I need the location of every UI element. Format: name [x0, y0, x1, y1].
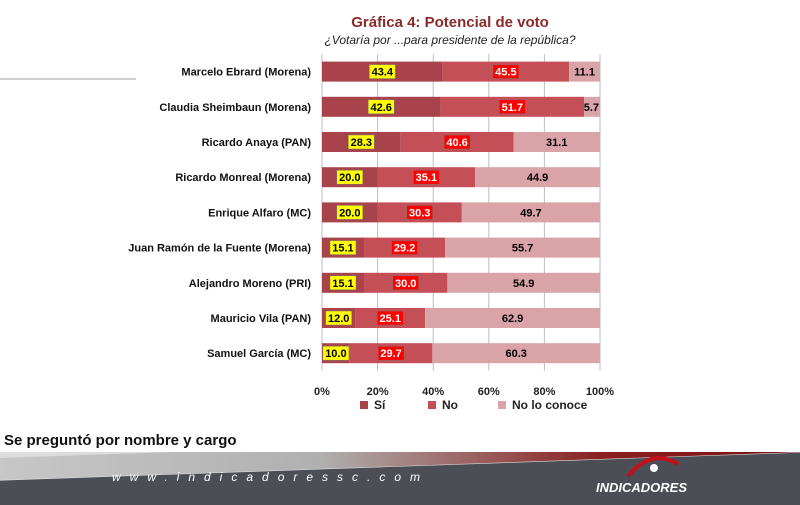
category-label: Enrique Alfaro (MC) [208, 207, 311, 219]
data-label-box [322, 345, 350, 361]
data-label-box [406, 205, 433, 220]
category-label: Mauricio Vila (PAN) [211, 313, 312, 325]
top-divider [0, 78, 136, 80]
legend-swatch [360, 401, 368, 409]
legend-item: No [428, 398, 458, 412]
category-label: Ricardo Monreal (Morena) [175, 172, 311, 184]
legend-label: No [442, 398, 458, 412]
data-label: 20.0 [339, 172, 360, 184]
data-label-box [443, 134, 471, 150]
data-label-box [369, 64, 396, 79]
footer-band: www.indicadoressc.com INDICADORES [0, 452, 800, 505]
x-tick-label: 40% [422, 386, 444, 398]
data-label: 42.6 [371, 102, 392, 114]
footnote: Se preguntó por nombre y cargo [4, 432, 237, 449]
data-label: 40.6 [446, 137, 467, 149]
data-label: 28.3 [351, 137, 372, 149]
category-label: Ricardo Anaya (PAN) [202, 137, 312, 149]
data-label: 31.1 [546, 137, 567, 149]
bar-segment [513, 132, 600, 152]
legend-item: No lo conoce [498, 398, 587, 412]
legend-item: Sí [360, 398, 385, 412]
data-label: 10.0 [325, 348, 346, 360]
data-label: 25.1 [380, 313, 401, 325]
data-label: 29.2 [394, 243, 415, 255]
data-label-box [377, 345, 405, 361]
data-label: 5.7 [584, 102, 599, 114]
data-label-box [336, 205, 364, 220]
data-label-box [413, 169, 440, 185]
category-label: Claudia Sheimbaun (Morena) [159, 102, 311, 114]
category-label: Juan Ramón de la Fuente (Morena) [128, 243, 311, 255]
data-label: 30.0 [395, 278, 416, 290]
data-label: 45.5 [495, 67, 516, 79]
data-label-box [392, 275, 419, 291]
data-label: 35.1 [416, 172, 437, 184]
data-label-box [329, 240, 357, 255]
x-tick-label: 0% [314, 386, 330, 398]
data-label: 49.7 [520, 207, 541, 219]
category-label: Samuel García (MC) [207, 348, 311, 360]
x-tick-label: 100% [586, 386, 614, 398]
data-label: 15.1 [332, 278, 353, 290]
data-label-box [325, 310, 352, 326]
chart-subtitle: ¿Votaría por ...para presidente de la re… [324, 33, 576, 47]
bar-segment [569, 61, 600, 82]
legend-swatch [498, 401, 506, 409]
bar-segment [432, 343, 600, 364]
data-label-box [499, 99, 526, 115]
bar-segment [584, 96, 600, 117]
data-label: 15.1 [332, 243, 353, 255]
data-label: 29.7 [380, 348, 401, 360]
website-url[interactable]: www.indicadoressc.com [112, 470, 430, 484]
bar-segment [445, 237, 600, 258]
data-label-box [348, 134, 375, 150]
legend-swatch [428, 401, 436, 409]
data-label: 51.7 [502, 102, 523, 114]
bar-segment [447, 272, 600, 293]
data-label: 11.1 [574, 67, 595, 79]
data-label: 43.4 [372, 67, 394, 79]
data-label-box [336, 169, 364, 185]
data-label-box [376, 310, 404, 326]
bar-segment [475, 167, 600, 188]
category-label: Alejandro Moreno (PRI) [189, 278, 312, 290]
data-label: 60.3 [505, 348, 526, 360]
data-label: 20.0 [339, 207, 360, 219]
data-label-box [492, 64, 520, 79]
legend-label: No lo conoce [512, 398, 588, 412]
x-tick-label: 20% [367, 386, 389, 398]
category-label: Marcelo Ebrard (Morena) [181, 67, 311, 79]
data-label: 62.9 [502, 313, 523, 325]
indicadores-logo-icon [626, 456, 680, 478]
data-label: 44.9 [527, 172, 548, 184]
chart-area: 0% 20% 40% 60% 80% 100% Marcelo Ebrard (Morena… [128, 54, 614, 398]
chart-title: Gráfica 4: Potencial de voto [351, 14, 549, 31]
data-label: 30.3 [409, 207, 430, 219]
data-label-box [391, 240, 418, 255]
data-label: 54.9 [513, 278, 534, 290]
data-label: 12.0 [328, 313, 349, 325]
data-label-box [329, 275, 357, 291]
x-tick-label: 80% [533, 386, 555, 398]
data-label: 55.7 [512, 243, 533, 255]
data-label-box [367, 99, 395, 115]
x-tick-label: 60% [478, 386, 500, 398]
bar-segment [461, 202, 600, 223]
brand-name: INDICADORES [596, 480, 688, 495]
bar-segment [425, 308, 600, 328]
legend-label: Sí [374, 398, 386, 412]
